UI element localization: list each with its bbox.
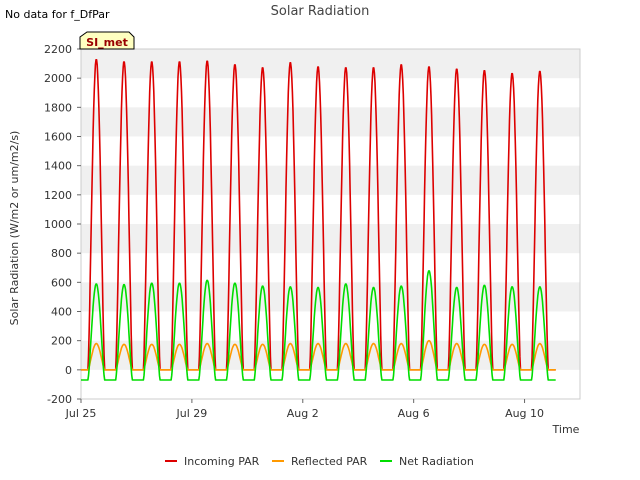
x-tick-label: Aug 10 bbox=[505, 407, 544, 420]
grid-band bbox=[81, 224, 580, 254]
y-tick-label: 200 bbox=[51, 335, 72, 348]
x-tick-label: Aug 6 bbox=[398, 407, 430, 420]
legend-label: Incoming PAR bbox=[184, 455, 260, 468]
y-tick-label: 1000 bbox=[44, 218, 72, 231]
y-axis-label: Solar Radiation (W/m2 or um/m2/s) bbox=[8, 131, 21, 326]
y-tick-label: 2000 bbox=[44, 72, 72, 85]
x-tick-label: Aug 2 bbox=[287, 407, 319, 420]
x-axis-label: Time bbox=[552, 423, 580, 436]
station-badge-shape bbox=[79, 31, 135, 50]
grid-bands bbox=[81, 49, 580, 370]
y-tick-label: 0 bbox=[65, 364, 72, 377]
station-badge: SI_met bbox=[79, 31, 135, 50]
legend-label: Net Radiation bbox=[399, 455, 474, 468]
chart-title: Solar Radiation bbox=[271, 4, 370, 19]
grid-band bbox=[81, 340, 580, 370]
grid-band bbox=[81, 107, 580, 137]
grid-band bbox=[81, 165, 580, 195]
y-tick-label: 400 bbox=[51, 306, 72, 319]
y-tick-label: 2200 bbox=[44, 43, 72, 56]
y-tick-label: 800 bbox=[51, 247, 72, 260]
grid-band bbox=[81, 282, 580, 312]
no-data-note: No data for f_DfPar bbox=[5, 8, 110, 21]
series-lines bbox=[80, 59, 556, 381]
station-badge-label: SI_met bbox=[86, 36, 128, 49]
y-tick-label: 1800 bbox=[44, 101, 72, 114]
y-tick-label: 1200 bbox=[44, 189, 72, 202]
x-tick-label: Jul 25 bbox=[65, 407, 97, 420]
grid-band bbox=[81, 49, 580, 79]
series-line bbox=[80, 270, 556, 381]
y-axis: -200 0 200 400 600 800 1000 1200 1400 1600 1800 200… bbox=[44, 43, 81, 406]
y-tick-label: 1400 bbox=[44, 160, 72, 173]
x-tick-label: Jul 29 bbox=[176, 407, 208, 420]
series-line bbox=[80, 59, 556, 371]
y-tick-label: -200 bbox=[47, 393, 72, 406]
x-axis: Jul 25 Jul 29 Aug 2 Aug 6 Aug 10 bbox=[65, 399, 544, 420]
legend: Incoming PAR Reflected PAR Net Radiation bbox=[165, 455, 474, 468]
legend-label: Reflected PAR bbox=[291, 455, 368, 468]
y-tick-label: 600 bbox=[51, 276, 72, 289]
y-tick-label: 1600 bbox=[44, 131, 72, 144]
